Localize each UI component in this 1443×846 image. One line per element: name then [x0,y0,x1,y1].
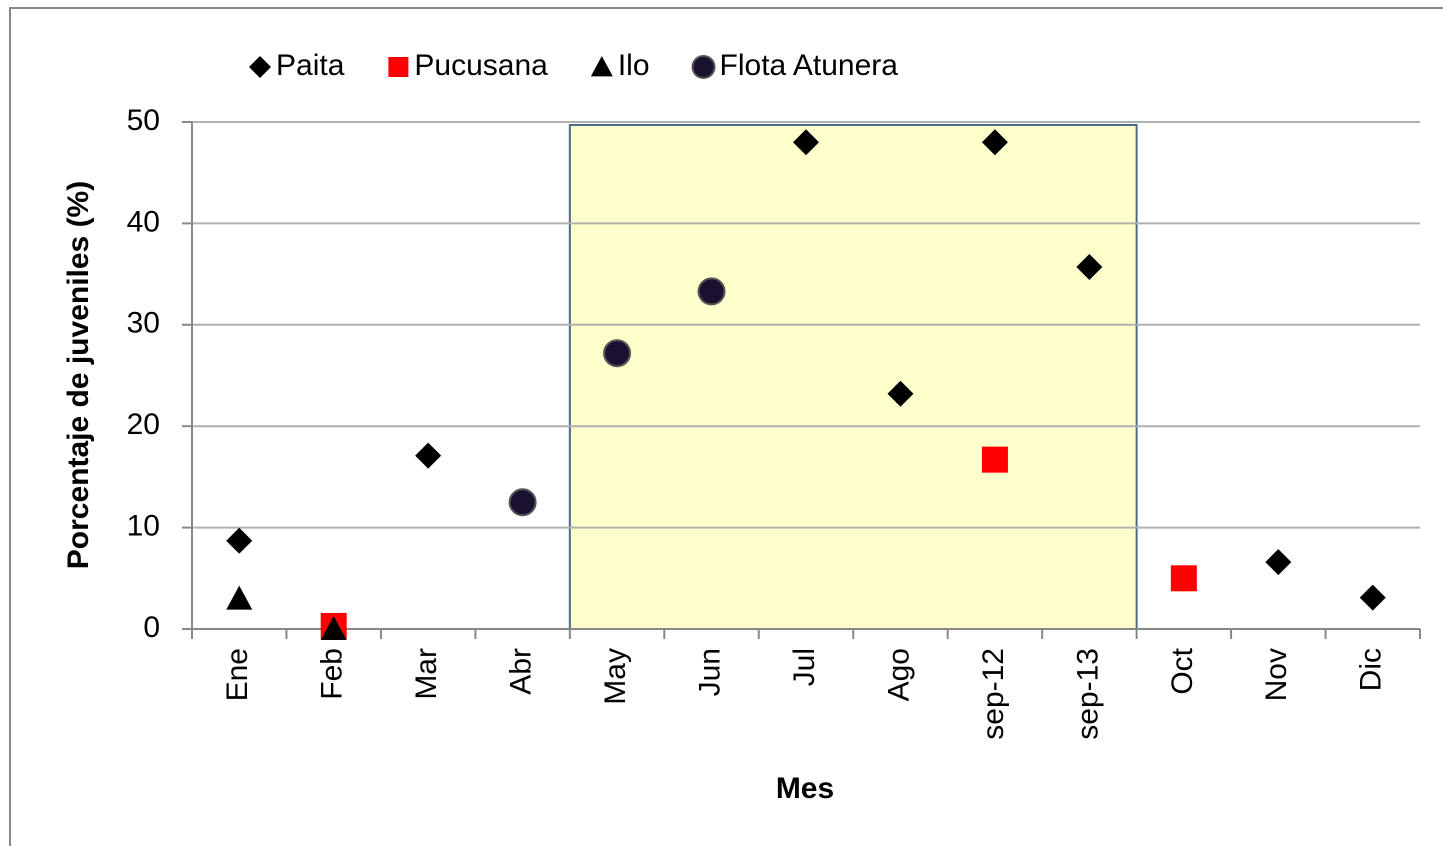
legend-label: Paita [276,49,345,82]
marker-circle [603,339,632,368]
x-tick-label: Feb [316,648,349,700]
marker-diamond [226,527,253,554]
x-tick-label: Ago [882,648,915,701]
y-tick-label: 10 [127,510,160,543]
marker-diamond [1076,254,1103,281]
marker-circle [691,55,716,79]
marker-triangle [226,585,253,610]
x-tick-label: Nov [1260,648,1293,701]
marker-triangle [590,56,613,77]
highlight-region [568,124,1138,630]
marker-diamond [793,129,819,156]
x-tick-label: Jul [788,648,821,686]
marker-diamond [249,56,271,78]
marker-diamond [981,129,1008,156]
marker-diamond [1265,549,1292,576]
marker-circle [508,488,537,517]
y-tick-label: 40 [127,205,160,238]
legend-label: Pucusana [414,49,548,82]
x-tick-label: May [599,648,632,705]
marker-circle [697,277,726,306]
y-tick-label: 0 [143,611,160,644]
y-tick-label: 20 [127,408,160,441]
x-tick-label: Jun [693,648,726,696]
x-tick-label: Mar [410,648,443,700]
marker-triangle [320,616,347,641]
legend-label: Ilo [618,49,650,82]
x-tick-label: Dic [1355,648,1388,691]
marker-diamond [1359,584,1386,611]
y-tick-label: 30 [127,307,160,340]
x-tick-label: Abr [505,648,538,695]
x-tick-label: Ene [221,648,254,701]
y-tick-label: 50 [127,104,160,137]
x-tick-label: Oct [1166,647,1199,694]
x-tick-label: sep-13 [1071,648,1104,740]
marker-square [388,57,409,77]
x-tick-label: sep-12 [977,648,1010,740]
y-axis-title: Porcentaje de juveniles (%) [62,181,95,569]
legend-label: Flota Atunera [720,49,899,82]
marker-square [1170,565,1197,592]
marker-square [981,446,1008,473]
marker-diamond [887,380,914,407]
x-axis-title: Mes [776,772,834,805]
marker-diamond [415,442,442,469]
